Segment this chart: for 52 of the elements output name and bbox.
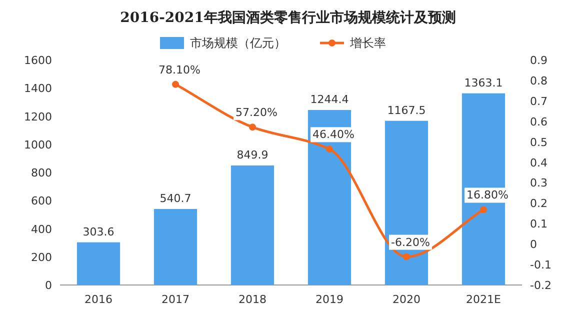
x-tick-label: 2020 xyxy=(392,293,420,306)
data-label: 16.80% xyxy=(466,188,508,202)
y2-tick-label: 0.1 xyxy=(530,218,548,231)
legend-label: 增长率 xyxy=(349,36,386,50)
bar xyxy=(384,120,428,285)
x-tick-label: 2017 xyxy=(162,293,190,306)
y2-tick-label: 0 xyxy=(530,238,537,252)
y2-tick-label: -0.2 xyxy=(530,279,552,292)
data-label: 57.20% xyxy=(236,106,278,120)
y2-tick-label: 0.3 xyxy=(530,176,548,190)
y-tick-label: 400 xyxy=(31,222,52,236)
data-label: 1244.4 xyxy=(310,93,349,106)
data-label: 303.6 xyxy=(82,225,114,238)
point xyxy=(326,146,333,153)
y2-tick-label: 0.7 xyxy=(530,94,548,108)
data-label: 1363.1 xyxy=(464,76,503,90)
y-tick-label: 600 xyxy=(31,194,52,208)
x-tick-label: 2016 xyxy=(84,293,112,306)
y2-tick-label: 0.4 xyxy=(530,156,548,170)
data-label: -6.20% xyxy=(391,236,430,249)
chart-title: 2016-2021年我国酒类零售行业市场规模统计及预测 xyxy=(120,9,456,26)
bar xyxy=(154,208,198,285)
x-tick-label: 2019 xyxy=(316,293,344,306)
y-tick-label: 0 xyxy=(45,279,52,292)
point xyxy=(249,124,256,131)
data-label: 1167.5 xyxy=(387,104,426,117)
y2-tick-label: 0.5 xyxy=(530,136,548,149)
y-tick-label: 1000 xyxy=(24,138,52,152)
legend: 市场规模（亿元） xyxy=(160,36,286,50)
data-label: 46.40% xyxy=(312,128,354,142)
data-label: 78.10% xyxy=(158,63,200,76)
y2-tick-label: 0.9 xyxy=(530,54,548,67)
y2-tick-label: 0.8 xyxy=(530,74,548,88)
point xyxy=(172,80,179,88)
x-tick-label: 2018 xyxy=(238,293,266,306)
bar xyxy=(230,165,274,285)
point xyxy=(403,253,410,260)
point xyxy=(480,206,487,214)
data-label: 849.9 xyxy=(236,148,268,162)
y-tick-label: 1400 xyxy=(24,82,52,96)
bar xyxy=(76,242,120,285)
x-tick-label: 2021E xyxy=(466,293,502,306)
y-tick-label: 1200 xyxy=(24,110,52,124)
y2-tick-label: -0.1 xyxy=(530,258,552,272)
data-label: 540.7 xyxy=(160,192,192,205)
legend-label: 市场规模（亿元） xyxy=(190,36,286,50)
y-tick-label: 1600 xyxy=(24,54,52,67)
legend: 增长率 xyxy=(320,36,386,50)
y-tick-label: 800 xyxy=(31,166,52,180)
y-tick-label: 200 xyxy=(31,250,52,264)
y2-tick-label: 0.2 xyxy=(530,197,548,210)
y2-tick-label: 0.6 xyxy=(530,115,548,128)
